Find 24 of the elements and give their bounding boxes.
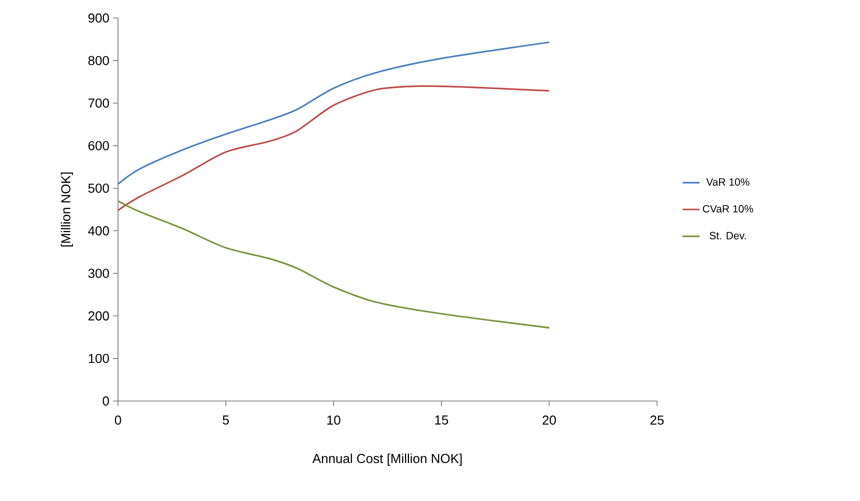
y-tick-label: 100 xyxy=(88,354,109,364)
y-tick-label: 200 xyxy=(88,311,109,320)
y-tick-label: 800 xyxy=(88,56,109,66)
y-tick-label: 900 xyxy=(88,13,109,23)
x-tick-label: 5 xyxy=(222,416,229,425)
y-tick-label: 600 xyxy=(88,141,109,150)
line-series xyxy=(117,200,550,329)
x-tick-label: 15 xyxy=(435,416,448,425)
line-series xyxy=(117,85,550,212)
legend-label: St. Dev. xyxy=(710,232,746,240)
x-tick-label: 20 xyxy=(542,416,556,425)
line-series xyxy=(117,41,550,185)
x-tick-label: 0 xyxy=(114,416,122,425)
x-axis-title: Annual Cost [Million NOK] xyxy=(312,454,462,466)
y-tick-label: 300 xyxy=(88,268,109,278)
y-tick-label: 700 xyxy=(88,98,109,108)
x-tick-label: 25 xyxy=(650,416,664,425)
legend-label: VaR 10% xyxy=(706,178,750,186)
y-tick-label: 0 xyxy=(102,396,109,406)
y-tick-label: 500 xyxy=(88,184,109,193)
y-axis-title: [Million NOK] xyxy=(60,172,73,247)
x-tick-label: 10 xyxy=(327,416,340,425)
legend-label: CVaR 10% xyxy=(702,205,754,213)
y-tick-label: 400 xyxy=(88,226,109,236)
